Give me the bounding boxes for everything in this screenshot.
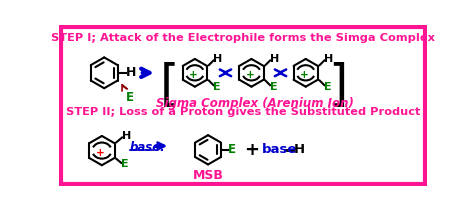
Text: Sigma Complex (Arenium Ion): Sigma Complex (Arenium Ion) [155, 97, 354, 110]
Text: base: base [262, 143, 298, 156]
Text: H: H [270, 54, 279, 64]
Text: base:: base: [130, 141, 166, 154]
Text: MSB: MSB [192, 169, 223, 182]
Text: E: E [270, 82, 278, 92]
Text: +: + [244, 141, 259, 159]
Text: E: E [121, 159, 129, 169]
Text: H: H [324, 54, 334, 64]
Text: H: H [122, 131, 131, 141]
Text: STEP I; Attack of the Electrophile forms the Simga Complex: STEP I; Attack of the Electrophile forms… [51, 33, 435, 43]
Text: E: E [126, 91, 134, 104]
Text: H: H [126, 66, 137, 79]
Text: +: + [246, 70, 254, 80]
Text: +: + [189, 70, 198, 80]
Text: +: + [300, 70, 309, 80]
Text: STEP II; Loss of a Proton gives the Substituted Product: STEP II; Loss of a Proton gives the Subs… [66, 107, 420, 117]
Text: E: E [213, 82, 221, 92]
Text: H: H [293, 143, 304, 156]
Text: [: [ [160, 62, 180, 110]
Text: +: + [96, 148, 105, 158]
Text: ]: ] [328, 62, 347, 110]
Text: E: E [324, 82, 332, 92]
Text: H: H [213, 54, 223, 64]
Text: E: E [228, 143, 236, 156]
